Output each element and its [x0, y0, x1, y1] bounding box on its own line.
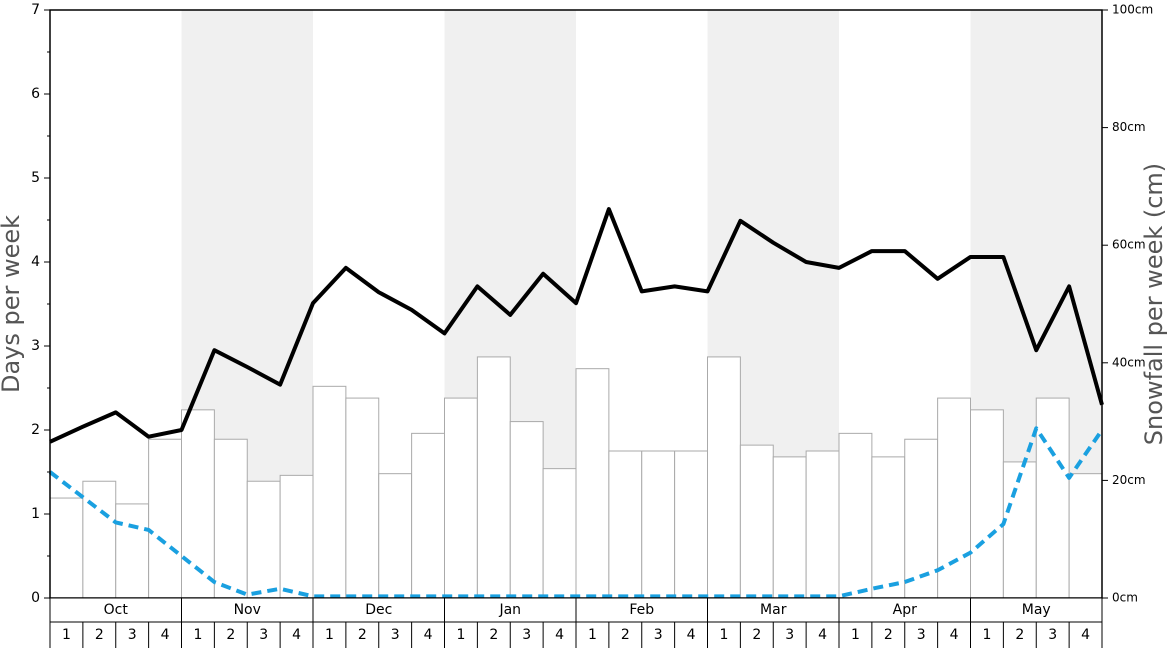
- month-label: May: [1022, 602, 1051, 618]
- line: [49, 207, 1104, 444]
- week-label: 4: [818, 627, 827, 643]
- bar: [1068, 473, 1103, 599]
- month-label: Jan: [498, 602, 521, 618]
- y-tick-label: 0: [31, 590, 40, 606]
- week-label: 1: [325, 627, 334, 643]
- week-label: 3: [128, 627, 137, 643]
- bar: [1002, 461, 1037, 599]
- bar: [378, 473, 413, 599]
- bar: [904, 438, 939, 599]
- bar: [674, 450, 708, 599]
- y-tick-label: 2: [31, 422, 40, 438]
- week-label: 3: [391, 627, 400, 643]
- week-label: 4: [1081, 627, 1090, 643]
- bar: [411, 432, 445, 599]
- week-label: 2: [621, 627, 630, 643]
- y2-tick-label: 80cm: [1112, 120, 1146, 134]
- y-tick-label: 6: [31, 86, 40, 102]
- bar: [739, 444, 774, 599]
- week-label: 3: [917, 627, 926, 643]
- month-label: Mar: [760, 602, 787, 618]
- bar: [575, 368, 610, 599]
- week-label: 2: [884, 627, 893, 643]
- y-tick-label: 3: [31, 338, 40, 354]
- y-tick-label: 4: [31, 254, 40, 270]
- y-tick-label: 1: [31, 506, 40, 522]
- y-tick-label: 5: [31, 170, 40, 186]
- bar: [82, 480, 117, 599]
- week-label: 2: [752, 627, 761, 643]
- y2-tick-label: 40cm: [1112, 355, 1146, 369]
- week-label: 1: [588, 627, 597, 643]
- week-label: 2: [1015, 627, 1024, 643]
- month-label: Nov: [234, 602, 261, 618]
- bar: [115, 503, 150, 599]
- dashed-line: [48, 426, 1104, 599]
- bar: [476, 356, 511, 599]
- y2-tick-label: 100cm: [1112, 3, 1153, 17]
- bar: [213, 438, 248, 599]
- month-label: Dec: [365, 602, 392, 618]
- week-label: 1: [193, 627, 202, 643]
- bar: [279, 474, 314, 599]
- y-axis-label: Days per week: [0, 215, 25, 393]
- week-label: 1: [456, 627, 465, 643]
- bar: [509, 421, 544, 599]
- bar: [312, 385, 347, 599]
- bar: [871, 456, 906, 599]
- bar: [838, 432, 873, 599]
- bar: [49, 497, 84, 599]
- y2-tick-label: 20cm: [1112, 473, 1146, 487]
- week-label: 2: [489, 627, 498, 643]
- y2-tick-label: 60cm: [1112, 238, 1146, 252]
- week-label: 4: [950, 627, 959, 643]
- week-label: 1: [62, 627, 71, 643]
- y-tick-label: 7: [31, 2, 40, 18]
- y2-axis-label: Snowfall per week (cm): [1140, 163, 1168, 445]
- week-label: 3: [654, 627, 663, 643]
- bar: [1035, 397, 1070, 599]
- bar: [641, 450, 676, 599]
- week-label: 4: [555, 627, 564, 643]
- bar: [246, 480, 281, 599]
- bar: [444, 397, 478, 599]
- month-label: Apr: [893, 602, 917, 618]
- week-label: 4: [424, 627, 433, 643]
- week-label: 1: [719, 627, 728, 643]
- week-label: 4: [292, 627, 301, 643]
- week-label: 3: [259, 627, 268, 643]
- week-label: 4: [161, 627, 170, 643]
- bar: [772, 456, 807, 599]
- bar: [345, 397, 380, 599]
- bar: [542, 468, 577, 599]
- week-label: 2: [358, 627, 367, 643]
- bar: [707, 356, 741, 599]
- week-label: 2: [95, 627, 104, 643]
- bar: [970, 409, 1004, 599]
- month-label: Feb: [629, 602, 654, 618]
- bar: [148, 438, 182, 599]
- bar: [608, 450, 643, 599]
- bar: [805, 450, 840, 599]
- week-label: 2: [226, 627, 235, 643]
- bar: [937, 397, 971, 599]
- week-label: 4: [687, 627, 696, 643]
- y2-tick-label: 0cm: [1112, 591, 1138, 605]
- month-label: Oct: [104, 602, 129, 618]
- week-label: 3: [522, 627, 531, 643]
- week-label: 1: [982, 627, 991, 643]
- week-label: 3: [785, 627, 794, 643]
- week-label: 3: [1048, 627, 1057, 643]
- week-label: 1: [851, 627, 860, 643]
